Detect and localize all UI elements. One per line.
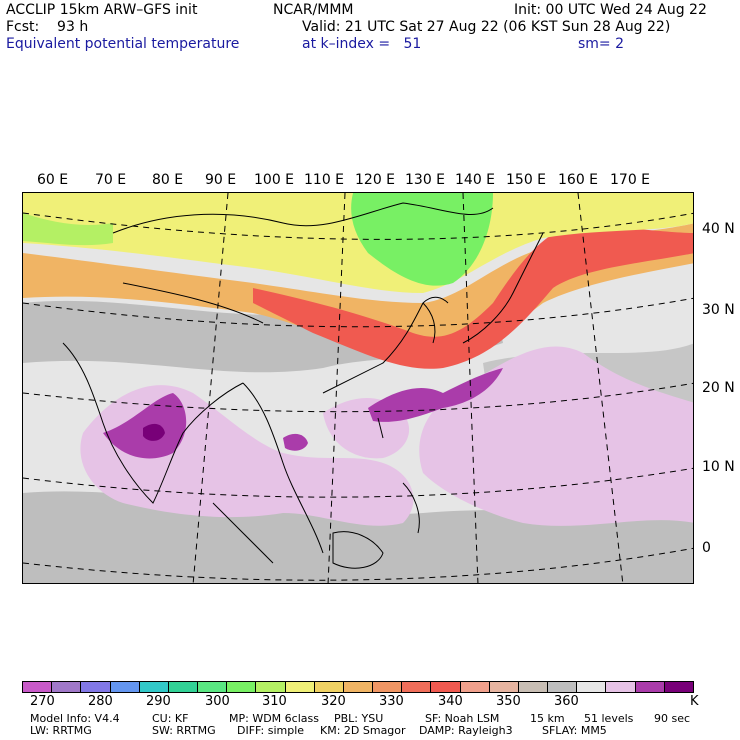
footer-item: PBL: YSU [334, 712, 384, 725]
latitude-label: 30 N [702, 302, 735, 318]
longitude-label: 120 E [355, 172, 396, 188]
coastline-india [62, 342, 244, 504]
longitude-label: 170 E [610, 172, 651, 188]
longitude-label: 60 E [37, 172, 69, 188]
coastline-borneo [332, 531, 384, 569]
colorbar-tick-label: 340 [438, 694, 463, 709]
map-panel [22, 192, 694, 584]
latitude-label: 0 [702, 540, 711, 556]
colorbar-swatch [548, 682, 578, 692]
colorbar-swatch [373, 682, 403, 692]
longitude-label: 160 E [558, 172, 599, 188]
coastline-china-coast [322, 296, 449, 394]
field-lilac-pacific [419, 346, 693, 526]
colorbar-swatch [343, 682, 374, 692]
colorbar-swatch [402, 682, 432, 692]
colorbar-swatch [314, 682, 344, 692]
theta-e-field-map [23, 193, 693, 583]
header-org: NCAR/MMM [273, 2, 354, 18]
header-smoothing: sm= 2 [578, 36, 625, 52]
header-valid-time: Valid: 21 UTC Sat 27 Aug 22 (06 KST Sun … [302, 19, 671, 35]
field-red-band [253, 226, 693, 369]
colorbar-swatch [23, 682, 53, 692]
footer-item: 90 sec [654, 712, 691, 725]
border-china-west [122, 282, 264, 324]
footer-item: Model Info: V4.4 [30, 712, 120, 725]
longitude-label: 70 E [95, 172, 127, 188]
colorbar-swatch [110, 682, 140, 692]
colorbar-swatch [606, 682, 636, 692]
colorbar-swatch [489, 682, 519, 692]
latitude-label: 40 N [702, 221, 735, 237]
field-green-west [23, 213, 113, 246]
longitude-label: 100 E [254, 172, 295, 188]
colorbar-tick-label: 280 [88, 694, 113, 709]
colorbar-swatch [256, 682, 286, 692]
coastline-korea [422, 302, 436, 344]
colorbar-swatch [198, 682, 228, 692]
field-purple-bengal-core [143, 423, 165, 441]
longitude-label: 150 E [506, 172, 547, 188]
header-forecast-hour: Fcst: 93 h [6, 19, 89, 35]
colorbar-unit: K [690, 694, 699, 709]
coastlines [62, 202, 544, 569]
colorbar-tick-label: 320 [321, 694, 346, 709]
colorbar-swatch [227, 682, 257, 692]
longitude-label: 140 E [455, 172, 496, 188]
field-yellow-north [23, 193, 693, 293]
colorbar-tick-label: 290 [146, 694, 171, 709]
coastline-japan [462, 232, 544, 344]
latitude-label: 20 N [702, 380, 735, 396]
colorbar-swatch [431, 682, 461, 692]
coastline-sumatra [212, 502, 274, 564]
colorbar-swatch [518, 682, 549, 692]
footer-item: SFLAY: MM5 [542, 724, 607, 737]
header-field-name: Equivalent potential temperature [6, 36, 240, 52]
coastline-se-asia [242, 382, 324, 554]
colorbar-swatch [577, 682, 607, 692]
graticule-lat-20 [23, 382, 693, 413]
colorbar-swatch [52, 682, 82, 692]
colorbar-tick-label: 270 [30, 694, 55, 709]
footer-item: LW: RRTMG [30, 724, 92, 737]
footer-item: 51 levels [584, 712, 634, 725]
colorbar-swatch [285, 682, 315, 692]
colorbar-swatch [81, 682, 111, 692]
latitude-label: 10 N [702, 459, 735, 475]
coastline-taiwan [377, 417, 384, 439]
colorbar-swatch [168, 682, 199, 692]
colorbar-swatch [139, 682, 169, 692]
field-purple-bengal [103, 393, 187, 459]
field-purple-indochina [283, 433, 308, 451]
colorbar [22, 681, 694, 693]
header-model-title: ACCLIP 15km ARW–GFS init [6, 2, 198, 18]
graticule [23, 193, 693, 583]
longitude-label: 130 E [405, 172, 446, 188]
colorbar-tick-label: 330 [379, 694, 404, 709]
field-purple-taiwan-strait [368, 368, 503, 422]
footer-item: DAMP: Rayleigh3 [419, 724, 513, 737]
longitude-label: 80 E [152, 172, 184, 188]
colorbar-tick-label: 360 [554, 694, 579, 709]
colorbar-swatch [664, 682, 693, 692]
colorbar-tick-label: 300 [205, 694, 230, 709]
footer-item: KM: 2D Smagor [320, 724, 406, 737]
footer-item: CU: KF [152, 712, 189, 725]
footer-item: DIFF: simple [237, 724, 305, 737]
longitude-label: 90 E [205, 172, 237, 188]
footer-item: SW: RRTMG [152, 724, 216, 737]
coastline-philippines [402, 482, 420, 534]
footer-item: MP: WDM 6class [229, 712, 319, 725]
colorbar-tick-label: 350 [496, 694, 521, 709]
colorbar-swatch [460, 682, 490, 692]
footer-item: SF: Noah LSM [425, 712, 500, 725]
header-level: at k–index = 51 [302, 36, 422, 52]
header-init-time: Init: 00 UTC Wed 24 Aug 22 [514, 2, 707, 18]
colorbar-swatch [635, 682, 665, 692]
footer-item: 15 km [530, 712, 565, 725]
border-china-north [112, 202, 494, 234]
longitude-label: 110 E [304, 172, 345, 188]
graticule-lat-0 [23, 547, 693, 581]
colorbar-tick-label: 310 [262, 694, 287, 709]
